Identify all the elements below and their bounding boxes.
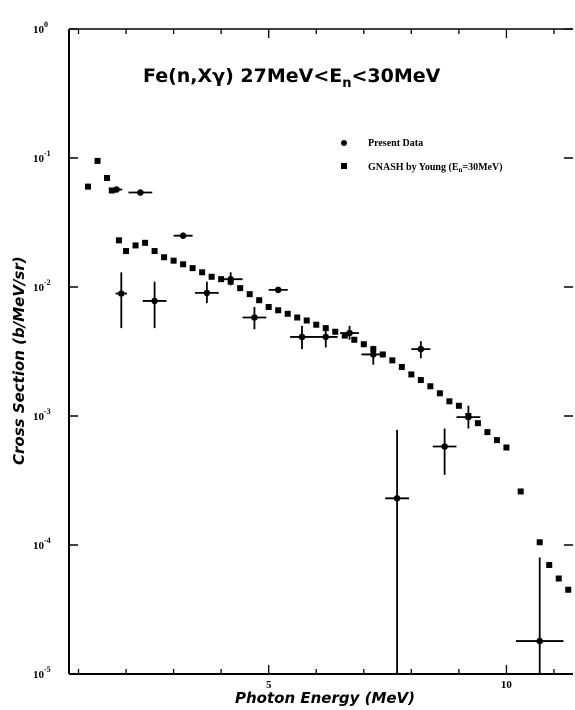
x-axis-title: Photon Energy (MeV) (235, 689, 415, 707)
legend: Present Data GNASH by Young (En=30MeV) (341, 138, 503, 174)
gnash-point (313, 321, 320, 328)
chart-title: Fe(n,Xγ) 27MeV<En<30MeV (143, 65, 441, 91)
present-data-point (393, 495, 401, 502)
gnash-point (446, 398, 453, 405)
gnash-point (417, 377, 424, 384)
legend-label-present-data: Present Data (368, 138, 423, 149)
legend-marker-present-data (341, 140, 347, 146)
y-tick-labels: 100 10-1 10-2 10-3 10-4 10-5 (33, 20, 51, 681)
x-tick-label: 10 (501, 679, 513, 691)
gnash-point (294, 314, 301, 321)
y-tick-label: 10-1 (33, 149, 51, 165)
gnash-point (351, 336, 358, 343)
gnash-point (180, 261, 187, 268)
gnash-point (237, 285, 244, 292)
legend-label-gnash: GNASH by Young (En=30MeV) (368, 162, 503, 174)
present-data-point (113, 186, 120, 193)
gnash-point (170, 257, 177, 264)
gnash-point (332, 328, 339, 335)
y-tick-label: 10-4 (33, 536, 51, 552)
gnash-point (436, 390, 443, 397)
present-data-point (536, 637, 544, 645)
gnash-point (142, 239, 149, 246)
gnash-point (555, 575, 562, 582)
present-data-point (118, 290, 125, 297)
x-tick-label: 5 (266, 679, 272, 691)
gnash-point (189, 265, 196, 272)
present-data-point (298, 333, 306, 341)
gnash-point (503, 444, 510, 451)
gnash-point (398, 363, 405, 370)
present-data-point (151, 297, 158, 305)
present-data-point (203, 289, 211, 297)
gnash-point (275, 307, 282, 314)
gnash-point (427, 383, 434, 390)
gnash-point (94, 157, 101, 164)
present-data-point (441, 443, 448, 450)
present-data-point (417, 345, 425, 353)
y-tick-label: 100 (33, 20, 48, 36)
gnash-point (161, 254, 168, 261)
present-data-point (346, 329, 353, 337)
gnash-point (208, 273, 215, 280)
gnash-point (256, 297, 263, 304)
series-present-data (110, 186, 564, 674)
present-data-point (370, 351, 377, 358)
gnash-point (123, 248, 130, 255)
present-data-point (137, 189, 144, 196)
axis-ticks (69, 28, 573, 675)
present-data-point (465, 413, 472, 421)
gnash-point (546, 561, 553, 568)
present-data-point (251, 314, 258, 321)
legend-marker-gnash (341, 163, 347, 169)
present-data-point (322, 333, 330, 341)
gnash-point (484, 429, 491, 436)
gnash-point (408, 371, 415, 378)
y-tick-label: 10-2 (33, 278, 51, 294)
present-data-point (179, 232, 187, 239)
present-data-point (227, 275, 234, 283)
gnash-point (85, 183, 92, 190)
plot-frame (68, 28, 573, 675)
gnash-point (389, 357, 396, 364)
gnash-point (360, 341, 367, 348)
gnash-point (132, 242, 139, 249)
y-axis-title: Cross Section (b/MeV/sr) (10, 256, 28, 465)
y-tick-label: 10-5 (33, 665, 51, 681)
gnash-point (199, 269, 206, 276)
gnash-point (455, 402, 462, 409)
gnash-point (565, 586, 572, 593)
gnash-point (104, 174, 111, 181)
gnash-point (246, 291, 253, 298)
gnash-point (536, 539, 543, 546)
y-tick-label: 10-3 (33, 407, 51, 423)
gnash-point (303, 317, 310, 324)
gnash-point (151, 248, 158, 255)
gnash-point (517, 488, 524, 495)
gnash-point (284, 310, 291, 317)
gnash-point (108, 187, 115, 194)
gnash-point (265, 303, 272, 310)
gnash-point (341, 332, 348, 339)
gnash-point (474, 420, 481, 427)
gnash-point (493, 437, 500, 444)
gnash-point (115, 237, 122, 244)
x-tick-labels: 5 10 (266, 679, 512, 691)
present-data-point (274, 286, 282, 294)
